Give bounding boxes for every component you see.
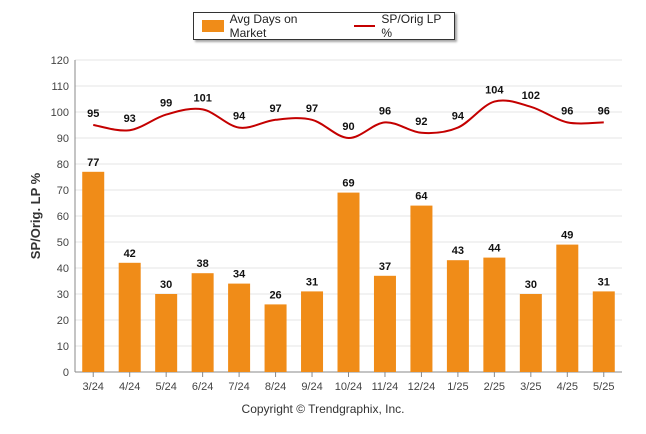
x-tick-label: 3/24: [83, 381, 104, 393]
x-tick-label: 12/24: [408, 381, 436, 393]
line-value-label: 96: [379, 105, 391, 117]
y-tick-label: 0: [63, 367, 69, 379]
bar: [228, 283, 251, 372]
bar: [483, 257, 506, 372]
x-tick-label: 5/24: [155, 381, 176, 393]
bar-value-label: 26: [269, 289, 281, 301]
legend-item-bar: Avg Days on Market: [202, 12, 336, 40]
bar-value-label: 38: [197, 258, 209, 270]
legend-bar-swatch: [202, 20, 224, 32]
y-tick-label: 60: [57, 211, 69, 223]
x-tick-label: 8/24: [265, 381, 286, 393]
bar-value-label: 49: [561, 230, 573, 242]
line-value-label: 97: [306, 103, 318, 115]
legend-bar-label: Avg Days on Market: [229, 12, 298, 40]
legend-line-swatch: [353, 25, 376, 27]
line-value-label: 97: [269, 103, 281, 115]
x-tick-label: 10/24: [335, 381, 363, 393]
y-tick-label: 80: [57, 159, 69, 171]
bar-value-label: 42: [124, 248, 136, 260]
bar: [519, 294, 542, 372]
line-value-label: 99: [160, 98, 172, 110]
x-tick-label: 7/24: [228, 381, 249, 393]
y-tick-label: 20: [57, 315, 69, 327]
legend-item-line: SP/Orig LP %: [353, 12, 454, 40]
bar-value-label: 30: [160, 279, 172, 291]
line-value-label: 104: [485, 85, 504, 97]
copyright-text: Copyright © Trendgraphix, Inc.: [241, 402, 405, 416]
x-tick-label: 11/24: [372, 381, 399, 393]
x-tick-label: 5/25: [593, 381, 614, 393]
series-line-sp-orig-lp: [93, 99, 604, 140]
x-tick-label: 9/24: [301, 381, 322, 393]
y-tick-label: 70: [57, 185, 69, 197]
line-value-label: 96: [561, 105, 573, 117]
y-tick-label: 50: [57, 237, 69, 249]
y-tick-label: 10: [57, 341, 69, 353]
bar-value-label: 37: [379, 261, 391, 273]
bar-value-label: 69: [342, 178, 354, 190]
bar: [337, 192, 360, 372]
bar-value-label: 77: [87, 157, 99, 169]
bar: [155, 294, 178, 372]
line-value-label: 96: [598, 105, 610, 117]
x-tick-label: 4/25: [557, 381, 578, 393]
y-tick-label: 100: [51, 107, 69, 119]
y-tick-label: 40: [57, 263, 69, 275]
bar-value-label: 44: [488, 243, 501, 255]
bar: [82, 171, 105, 372]
y-tick-label: 90: [57, 133, 69, 145]
bar-value-label: 30: [525, 279, 537, 291]
bar: [118, 262, 141, 372]
y-tick-label: 110: [51, 81, 69, 93]
line-value-label: 93: [124, 113, 136, 125]
legend-line-label: SP/Orig LP %: [381, 12, 442, 40]
bar: [373, 275, 396, 372]
x-tick-label: 3/25: [520, 381, 541, 393]
bar: [592, 291, 615, 372]
y-axis-title: SP/Orig. LP %: [28, 172, 43, 259]
bar-value-label: 34: [233, 269, 246, 281]
line-value-label: 94: [233, 111, 246, 123]
x-tick-label: 1/25: [447, 381, 468, 393]
y-tick-label: 120: [51, 55, 69, 67]
bar: [264, 304, 287, 372]
bar: [191, 273, 214, 372]
x-tick-label: 6/24: [192, 381, 213, 393]
bar: [410, 205, 433, 372]
bar-value-label: 31: [306, 276, 318, 288]
line-value-label: 90: [342, 121, 354, 133]
bar: [301, 291, 324, 372]
line-value-label: 95: [87, 108, 99, 120]
legend: Avg Days on Market SP/Orig LP %: [193, 12, 455, 40]
bar-value-label: 31: [598, 276, 610, 288]
line-value-label: 102: [522, 90, 540, 102]
bar: [446, 260, 469, 372]
line-value-label: 101: [193, 92, 211, 104]
bar-value-label: 64: [415, 191, 428, 203]
y-tick-label: 30: [57, 289, 69, 301]
line-value-label: 94: [452, 111, 465, 123]
line-value-label: 92: [415, 116, 427, 128]
bar-value-label: 43: [452, 245, 464, 257]
bar: [556, 244, 579, 372]
x-tick-label: 4/24: [119, 381, 140, 393]
x-tick-label: 2/25: [484, 381, 505, 393]
